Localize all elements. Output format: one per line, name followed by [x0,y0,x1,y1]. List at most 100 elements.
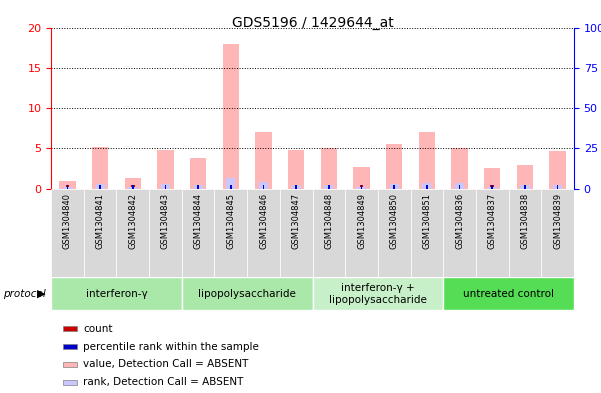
Bar [149,189,182,277]
Bar [117,189,149,277]
Bar [542,189,574,277]
Bar [327,185,331,189]
Bar [197,185,200,189]
Bar [280,189,313,277]
Bar [476,189,508,277]
Bar [222,44,239,189]
Text: GSM1304836: GSM1304836 [455,193,464,249]
Text: GSM1304847: GSM1304847 [291,193,300,249]
Bar [128,187,138,189]
Bar [393,185,395,189]
Bar [215,189,247,277]
Text: value, Detection Call = ABSENT: value, Detection Call = ABSENT [84,360,249,369]
Bar [556,185,560,189]
Bar [63,344,77,349]
Bar [557,185,558,189]
Bar [419,132,435,189]
Bar [59,180,76,189]
Text: rank, Detection Call = ABSENT: rank, Detection Call = ABSENT [84,377,244,387]
Text: percentile rank within the sample: percentile rank within the sample [84,342,259,351]
Text: GSM1304849: GSM1304849 [357,193,366,249]
Bar [197,185,199,189]
Bar [124,178,141,189]
Bar [524,185,526,189]
Bar [99,185,102,189]
Text: GSM1304838: GSM1304838 [520,193,529,249]
Bar [51,277,182,310]
Bar [161,184,170,189]
Text: untreated control: untreated control [463,289,554,299]
Bar [229,185,233,189]
Bar [226,178,236,189]
Bar [455,183,464,189]
Bar [484,169,501,189]
Bar [345,189,378,277]
Bar [67,185,69,189]
Text: GDS5196 / 1429644_at: GDS5196 / 1429644_at [231,16,394,30]
Bar [508,189,542,277]
Text: GSM1304840: GSM1304840 [63,193,72,249]
Bar [255,132,272,189]
Bar [357,187,366,189]
Bar [96,184,105,189]
Bar [443,189,476,277]
Text: GSM1304841: GSM1304841 [96,193,105,249]
Bar [63,380,77,385]
Text: interferon-γ: interferon-γ [85,289,147,299]
Text: lipopolysaccharide: lipopolysaccharide [198,289,296,299]
Bar [190,158,206,189]
Bar [63,187,72,189]
Bar [288,150,304,189]
Bar [443,277,574,310]
Bar [410,189,443,277]
Bar [63,362,77,367]
Bar [66,185,69,189]
Bar [294,185,298,189]
Bar [458,185,462,189]
Text: GSM1304851: GSM1304851 [423,193,432,249]
Bar [549,151,566,189]
Bar [378,189,410,277]
Bar [247,189,280,277]
Text: count: count [84,323,113,334]
Bar [313,189,345,277]
Bar [99,185,101,189]
Text: GSM1304844: GSM1304844 [194,193,203,249]
Bar [313,277,443,310]
Bar [386,143,403,189]
Text: GSM1304850: GSM1304850 [389,193,398,249]
Bar [425,185,429,189]
Bar [459,185,460,189]
Bar [263,185,264,189]
Bar [262,185,265,189]
Bar [392,185,396,189]
Bar [328,185,330,189]
Text: GSM1304846: GSM1304846 [259,193,268,249]
Bar [165,185,166,189]
Bar [553,185,562,189]
Bar [487,187,497,189]
Bar [295,185,297,189]
Bar [360,185,363,189]
Bar [131,185,135,189]
Bar [92,147,108,189]
Bar [426,185,428,189]
Bar [182,277,313,310]
Bar [259,182,268,189]
Bar [423,183,432,189]
Text: GSM1304837: GSM1304837 [488,193,497,249]
Text: interferon-γ +
lipopolysaccharide: interferon-γ + lipopolysaccharide [329,283,427,305]
Bar [291,185,300,189]
Text: GSM1304842: GSM1304842 [128,193,137,249]
Bar [517,165,533,189]
Bar [490,185,494,189]
Bar [194,185,203,189]
Bar [492,185,493,189]
Bar [520,185,529,189]
Text: ▶: ▶ [37,289,45,299]
Text: GSM1304848: GSM1304848 [325,193,334,249]
Text: GSM1304845: GSM1304845 [227,193,236,249]
Text: GSM1304843: GSM1304843 [161,193,170,249]
Bar [230,185,232,189]
Text: protocol: protocol [3,289,46,299]
